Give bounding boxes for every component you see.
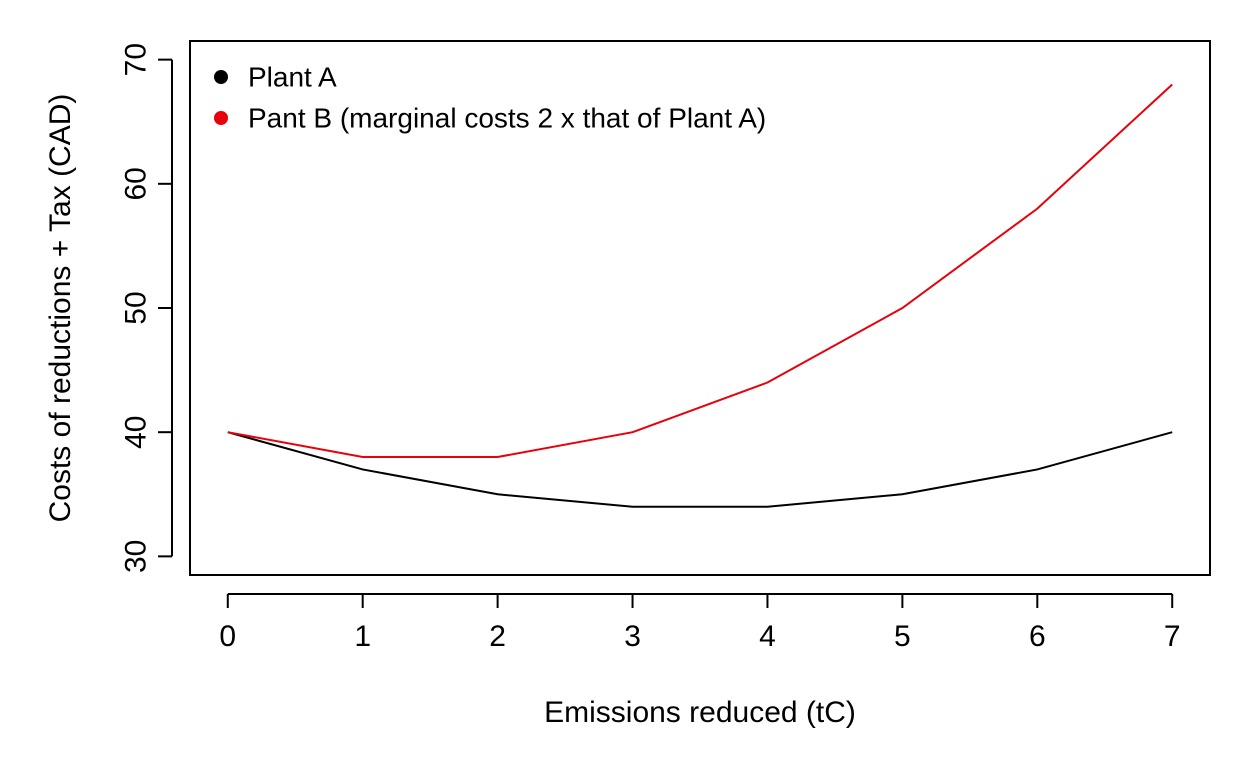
series-line-1 xyxy=(227,431,1173,508)
x-tick-label: 5 xyxy=(894,620,911,653)
x-tick-label: 4 xyxy=(759,620,776,653)
legend-label-2: Pant B (marginal costs 2 x that of Plant… xyxy=(248,103,766,134)
x-tick-label: 0 xyxy=(219,620,236,653)
x-tick-label: 7 xyxy=(1164,620,1181,653)
x-axis-title: Emissions reduced (tC) xyxy=(544,696,856,729)
x-tick-label: 3 xyxy=(624,620,641,653)
legend-marker-1 xyxy=(214,70,228,84)
y-tick-label: 40 xyxy=(120,415,153,448)
legend-label-1: Plant A xyxy=(248,62,337,93)
legend: Plant A Pant B (marginal costs 2 x that o… xyxy=(214,62,766,134)
x-axis: 0 1 2 3 4 5 6 7 xyxy=(219,593,1181,653)
series-line-2 xyxy=(227,83,1173,459)
y-axis: 30 40 50 60 70 xyxy=(120,43,173,573)
x-tick-label: 1 xyxy=(354,620,371,653)
x-tick-label: 2 xyxy=(489,620,506,653)
plot-frame xyxy=(189,40,1211,576)
y-axis-title: Costs of reductions + Tax (CAD) xyxy=(44,94,77,523)
y-tick-label: 60 xyxy=(120,167,153,200)
y-tick-label: 50 xyxy=(120,291,153,324)
x-tick-label: 6 xyxy=(1029,620,1046,653)
legend-marker-2 xyxy=(214,111,228,125)
y-tick-label: 70 xyxy=(120,43,153,76)
series-layer xyxy=(227,83,1173,508)
y-tick-label: 30 xyxy=(120,540,153,573)
